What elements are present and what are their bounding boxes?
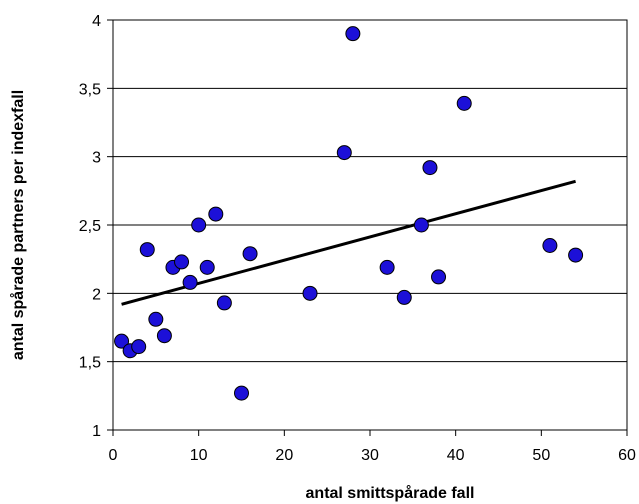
data-point: [174, 254, 190, 270]
data-point: [302, 285, 318, 301]
data-point: [345, 26, 361, 42]
data-point: [242, 246, 258, 262]
x-axis-tick-labels: 0 10 20 30 40 50 60: [109, 447, 636, 464]
y-tick-label: 1: [92, 423, 101, 440]
x-tick-label: 50: [532, 447, 550, 464]
data-point: [182, 274, 198, 290]
data-point: [422, 160, 438, 176]
x-tick-label: 30: [361, 447, 379, 464]
data-point: [234, 385, 249, 401]
data-point: [396, 289, 412, 305]
data-point: [139, 242, 155, 258]
data-point: [199, 259, 215, 275]
axis-ticks: [107, 19, 628, 436]
data-point: [148, 311, 164, 327]
data-point: [208, 206, 224, 222]
data-point: [413, 217, 429, 233]
data-point: [216, 295, 232, 311]
y-tick-label: 4: [92, 13, 101, 30]
x-tick-label: 10: [190, 447, 208, 464]
x-tick-label: 60: [618, 447, 636, 464]
y-tick-label: 2,5: [79, 218, 101, 235]
data-point: [131, 339, 147, 355]
y-tick-label: 3,5: [79, 81, 101, 98]
data-points: [114, 26, 584, 401]
data-point: [568, 247, 584, 263]
data-point: [456, 95, 472, 111]
y-tick-label: 1,5: [79, 355, 101, 372]
data-point: [156, 328, 172, 344]
x-tick-label: 0: [109, 447, 118, 464]
y-axis-tick-labels: 1 1,5 2 2,5 3 3,5 4: [79, 13, 101, 440]
data-point: [379, 259, 395, 275]
data-point: [191, 217, 207, 233]
y-tick-label: 2: [92, 286, 101, 303]
x-tick-label: 20: [275, 447, 293, 464]
data-point: [431, 269, 447, 285]
x-tick-label: 40: [447, 447, 465, 464]
data-point: [336, 145, 352, 161]
data-point: [114, 333, 130, 349]
data-point: [542, 238, 558, 253]
x-axis-title: antal smittspårade fall: [306, 484, 475, 502]
y-axis-title: antal spårade partners per indexfall: [9, 90, 27, 360]
y-tick-label: 3: [92, 150, 101, 167]
